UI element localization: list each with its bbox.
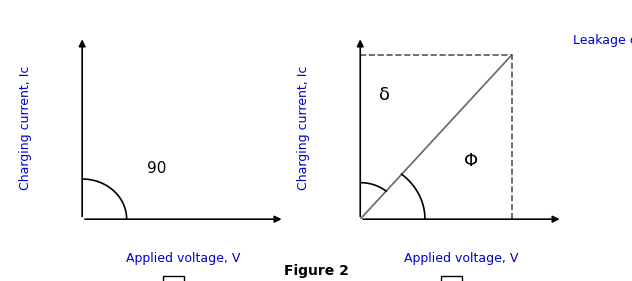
Text: Charging current, Ic: Charging current, Ic (19, 66, 32, 190)
Text: Applied voltage, V: Applied voltage, V (126, 252, 240, 265)
Text: Figure 2: Figure 2 (284, 264, 348, 278)
Text: Φ: Φ (465, 152, 478, 170)
Text: Leakage current, I: Leakage current, I (573, 34, 632, 47)
Text: Applied voltage, V: Applied voltage, V (404, 252, 518, 265)
Text: δ: δ (379, 86, 390, 104)
Text: Charging current, Ic: Charging current, Ic (297, 66, 310, 190)
Text: 90: 90 (147, 160, 166, 176)
